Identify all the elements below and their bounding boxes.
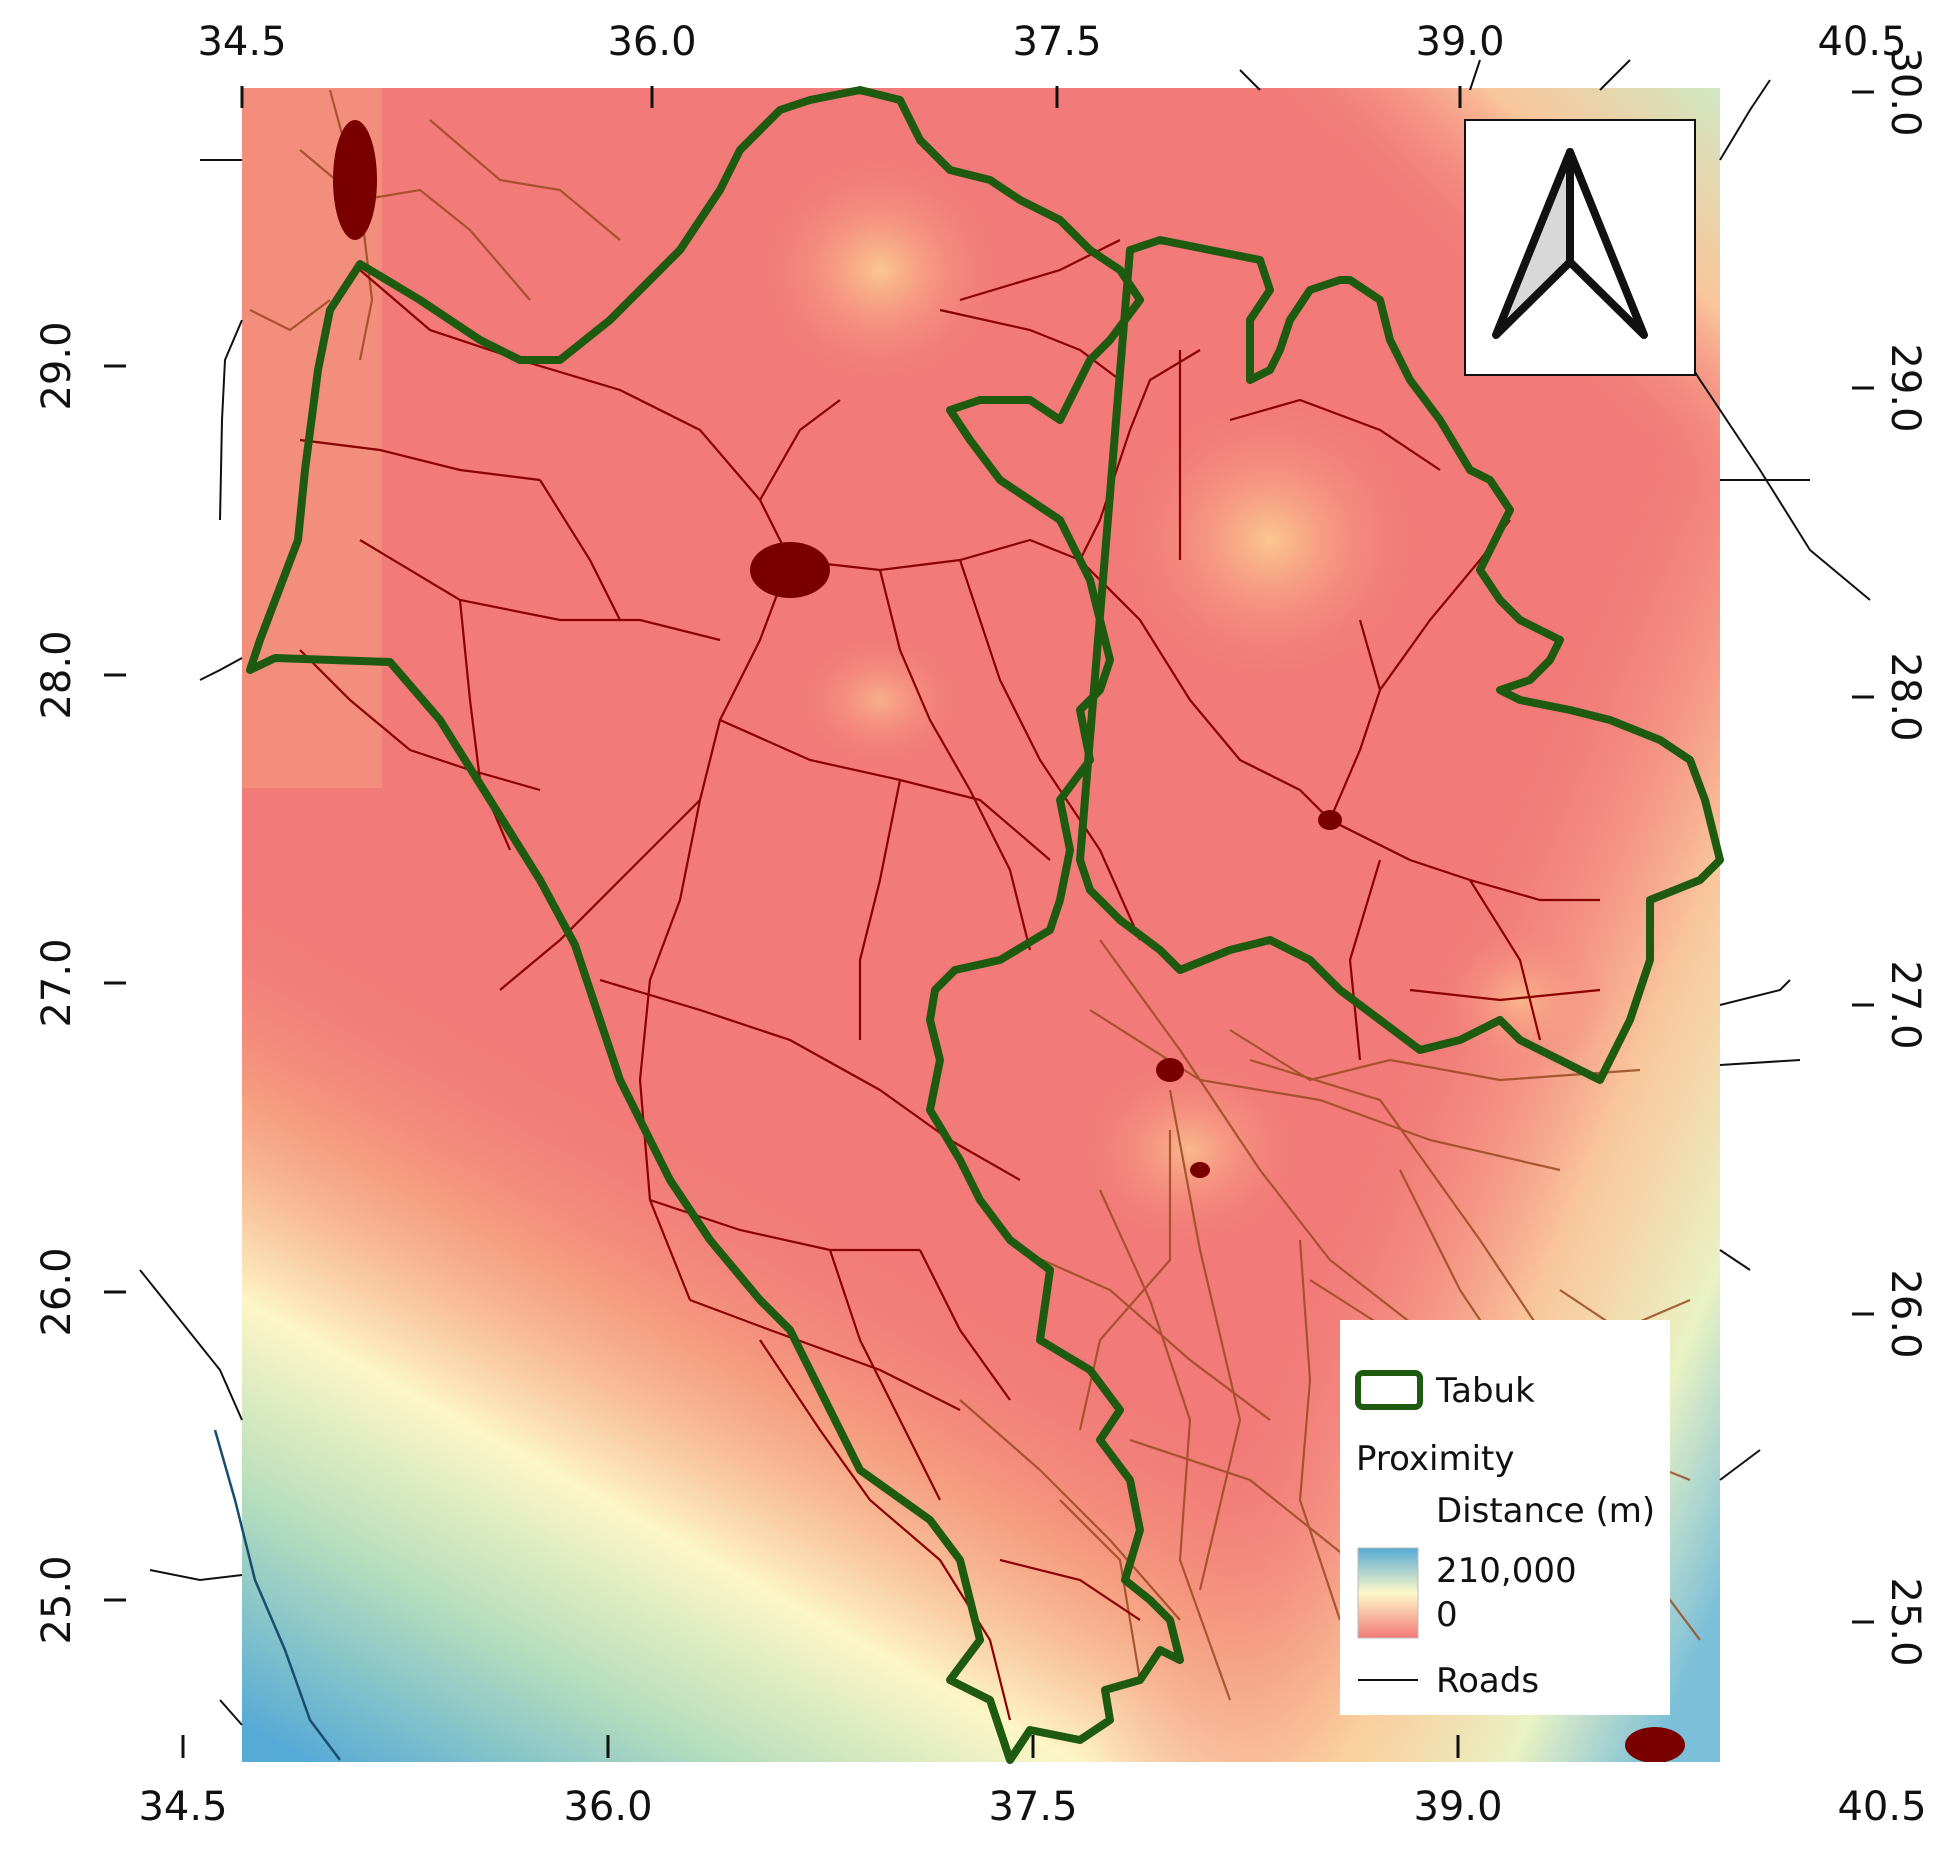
- bottom-tick-label: 37.5: [988, 1784, 1077, 1830]
- left-tick-label: 26.0: [34, 1247, 80, 1336]
- bottom-tick-label: 39.0: [1413, 1784, 1502, 1830]
- left-tick-label: 25.0: [34, 1555, 80, 1644]
- right-tick-label: 26.0: [1882, 1269, 1928, 1358]
- legend-tabuk-label: Tabuk: [1435, 1371, 1535, 1411]
- legend-distance-label: Distance (m): [1436, 1491, 1655, 1531]
- right-tick-label: 28.0: [1882, 652, 1928, 741]
- right-tick-label: 29.0: [1882, 343, 1928, 432]
- north-arrow-icon: [1492, 148, 1648, 339]
- legend-color-ramp: [1357, 1547, 1419, 1639]
- roads-offmap-coast: [213, 1429, 341, 1761]
- legend-roads-label: Roads: [1436, 1661, 1539, 1701]
- bottom-axis-labels: 34.5 36.0 37.5 39.0 40.5: [138, 1784, 1926, 1830]
- city-clusters: [333, 120, 1685, 1762]
- axis-ticks: [104, 86, 1874, 1758]
- tabuk-swatch: [1355, 1370, 1423, 1410]
- top-tick-label: 36.0: [607, 19, 696, 65]
- legend-max-value: 210,000: [1436, 1551, 1577, 1591]
- north-arrow: [1464, 119, 1696, 376]
- roads-inside: [299, 239, 1601, 1721]
- bottom-tick-label: 40.5: [1837, 1784, 1926, 1830]
- right-tick-label: 30.0: [1882, 47, 1928, 136]
- right-tick-label: 25.0: [1882, 1577, 1928, 1666]
- top-tick-label: 40.5: [1817, 19, 1906, 65]
- top-tick-label: 39.0: [1415, 19, 1504, 65]
- legend-min-value: 0: [1436, 1595, 1458, 1635]
- right-axis-labels: 30.0 29.0 28.0 27.0 26.0 25.0: [1882, 47, 1928, 1666]
- bottom-tick-label: 36.0: [563, 1784, 652, 1830]
- top-tick-label: 34.5: [197, 19, 286, 65]
- top-tick-label: 37.5: [1012, 19, 1101, 65]
- legend: Tabuk Proximity Distance (m) 210,000 0 R…: [1340, 1320, 1670, 1715]
- legend-proximity-label: Proximity: [1356, 1439, 1514, 1479]
- top-axis-labels: 34.5 36.0 37.5 39.0 40.5: [197, 19, 1906, 65]
- right-tick-label: 27.0: [1882, 960, 1928, 1049]
- left-tick-label: 27.0: [34, 938, 80, 1027]
- bottom-tick-label: 34.5: [138, 1784, 227, 1830]
- tabuk-boundary: [246, 86, 1724, 1764]
- left-axis-labels: 29.0 28.0 27.0 26.0 25.0: [34, 321, 80, 1644]
- left-tick-label: 28.0: [34, 630, 80, 719]
- left-tick-label: 29.0: [34, 321, 80, 410]
